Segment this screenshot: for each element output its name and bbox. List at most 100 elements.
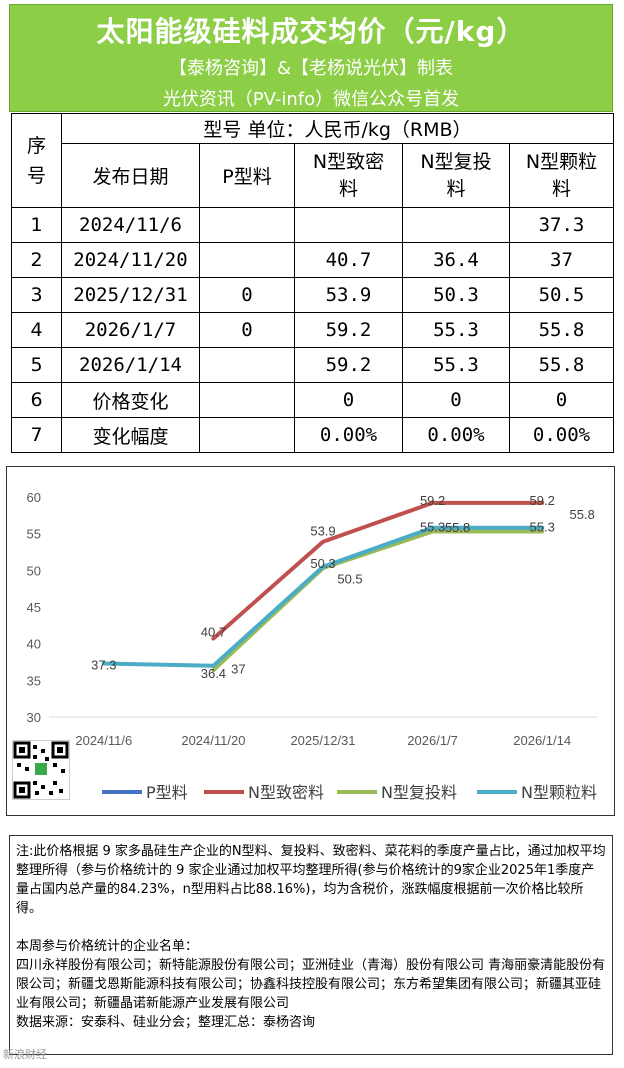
granular-cell: 0.00% bbox=[509, 417, 614, 453]
report-title: 太阳能级硅料成交均价（元/kg） bbox=[96, 15, 526, 48]
granular-cell: 0 bbox=[509, 382, 614, 418]
x-tick-label: 2025/12/31 bbox=[290, 733, 355, 748]
granular-cell: 55.8 bbox=[509, 312, 614, 348]
y-tick-label: 35 bbox=[27, 673, 41, 688]
qr-code-icon bbox=[13, 741, 69, 799]
granular-cell: 55.8 bbox=[509, 347, 614, 383]
x-tick-label: 2026/1/7 bbox=[407, 733, 458, 748]
recast-cell: 50.3 bbox=[402, 277, 510, 313]
data-label: 55.3 bbox=[530, 519, 555, 534]
col-header-p: P型料 bbox=[199, 143, 295, 208]
dense-cell: 0.00% bbox=[294, 417, 403, 453]
legend-label: N型颗粒料 bbox=[521, 783, 597, 802]
legend-label: N型致密料 bbox=[248, 783, 324, 802]
data-label: 50.5 bbox=[337, 572, 362, 587]
recast-cell: 0 bbox=[402, 382, 510, 418]
dense-cell: 59.2 bbox=[294, 347, 403, 383]
data-label: 59.2 bbox=[530, 493, 555, 508]
seq-cell: 1 bbox=[11, 207, 62, 243]
watermark: 新浪财经 bbox=[3, 1048, 47, 1061]
granular-cell: 37.3 bbox=[509, 207, 614, 243]
chart-svg: 30 35 40 45 50 55 60 2024/11/6 2024/11/20 2025/12… bbox=[27, 490, 597, 802]
price-methodology-note: 注:此价格根据 9 家多晶硅生产企业的N型料、复投料、致密料、菜花料的季度产量占… bbox=[16, 844, 606, 916]
seq-cell: 7 bbox=[11, 417, 62, 453]
p-cell bbox=[199, 207, 295, 243]
p-cell bbox=[199, 347, 295, 383]
y-tick-label: 40 bbox=[27, 637, 41, 652]
date-cell: 2026/1/14 bbox=[61, 347, 200, 383]
x-tick-label: 2024/11/6 bbox=[75, 733, 132, 748]
dense-cell: 59.2 bbox=[294, 312, 403, 348]
data-label: 59.2 bbox=[420, 493, 445, 508]
data-label: 36.4 bbox=[201, 666, 226, 681]
date-cell: 2024/11/6 bbox=[61, 207, 200, 243]
col-header-n-granular: N型颗粒料 bbox=[509, 143, 614, 208]
seq-cell: 6 bbox=[11, 382, 62, 418]
date-cell: 2025/12/31 bbox=[61, 277, 200, 313]
price-line-chart: 30 35 40 45 50 55 60 2024/11/6 2024/11/20 2025/12… bbox=[6, 466, 615, 816]
recast-cell bbox=[402, 207, 510, 243]
seq-cell: 4 bbox=[11, 312, 62, 348]
p-cell: 0 bbox=[199, 312, 295, 348]
date-cell: 变化幅度 bbox=[61, 417, 200, 453]
report-header: 太阳能级硅料成交均价（元/kg） 【泰杨咨询】&【老杨说光伏】制表 光伏资讯（P… bbox=[9, 4, 613, 112]
dense-cell: 40.7 bbox=[294, 242, 403, 278]
p-cell bbox=[199, 242, 295, 278]
table-row: 6 价格变化 0 0 0 bbox=[11, 382, 614, 418]
data-label: 55.8 bbox=[570, 507, 595, 522]
recast-cell: 36.4 bbox=[402, 242, 510, 278]
y-tick-label: 60 bbox=[27, 490, 41, 505]
data-label: 37 bbox=[231, 662, 245, 677]
data-label: 50.3 bbox=[310, 556, 335, 571]
p-cell: 0 bbox=[199, 277, 295, 313]
series-line-3 bbox=[101, 525, 545, 668]
date-cell: 2024/11/20 bbox=[61, 242, 200, 278]
dense-cell: 0 bbox=[294, 382, 403, 418]
table-row: 7 变化幅度 0.00% 0.00% 0.00% bbox=[11, 417, 614, 453]
data-label: 55.3 bbox=[420, 519, 445, 534]
granular-cell: 50.5 bbox=[509, 277, 614, 313]
legend-label: N型复投料 bbox=[381, 783, 457, 802]
date-cell: 2026/1/7 bbox=[61, 312, 200, 348]
seq-cell: 2 bbox=[11, 242, 62, 278]
col-header-n-dense: N型致密料 bbox=[294, 143, 403, 208]
series-line-2 bbox=[211, 529, 545, 673]
seq-cell: 5 bbox=[11, 347, 62, 383]
recast-cell: 55.3 bbox=[402, 347, 510, 383]
granular-cell: 37 bbox=[509, 242, 614, 278]
recast-cell: 0.00% bbox=[402, 417, 510, 453]
notes-panel: 注:此价格根据 9 家多晶硅生产企业的N型料、复投料、致密料、菜花料的季度产量占… bbox=[9, 835, 613, 1055]
col-header-date: 发布日期 bbox=[61, 143, 200, 208]
table-row: 1 2024/11/6 37.3 bbox=[11, 207, 614, 243]
table-row: 2 2024/11/20 40.7 36.4 37 bbox=[11, 242, 614, 278]
qr-code bbox=[12, 740, 70, 800]
date-cell: 价格变化 bbox=[61, 382, 200, 418]
data-label: 37.3 bbox=[91, 657, 116, 672]
y-tick-label: 30 bbox=[27, 710, 41, 725]
table-row: 4 2026/1/7 0 59.2 55.3 55.8 bbox=[11, 312, 614, 348]
y-tick-label: 45 bbox=[27, 600, 41, 615]
recast-cell: 55.3 bbox=[402, 312, 510, 348]
data-label: 40.7 bbox=[201, 625, 226, 640]
col-header-n-recast: N型复投料 bbox=[402, 143, 510, 208]
dense-cell bbox=[294, 207, 403, 243]
table-row: 5 2026/1/14 59.2 55.3 55.8 bbox=[11, 347, 614, 383]
x-tick-label: 2026/1/14 bbox=[513, 733, 571, 748]
company-list: 四川永祥股份有限公司；新特能源股份有限公司；亚洲硅业（青海）股份有限公司 青海丽… bbox=[16, 958, 606, 1011]
price-table: 序号 型号 单位：人民币/kg（RMB） 发布日期 P型料 N型致密料 N型复投… bbox=[11, 113, 614, 453]
p-cell bbox=[199, 417, 295, 453]
y-tick-label: 55 bbox=[27, 527, 41, 542]
model-unit-header: 型号 单位：人民币/kg（RMB） bbox=[61, 113, 614, 144]
seq-header: 序号 bbox=[11, 113, 62, 208]
report-subtitle-source: 光伏资讯（PV-info）微信公众号首发 bbox=[162, 89, 460, 110]
legend-label: P型料 bbox=[146, 783, 188, 802]
report-subtitle-publisher: 【泰杨咨询】&【老杨说光伏】制表 bbox=[168, 58, 454, 79]
y-tick-label: 50 bbox=[27, 563, 41, 578]
series-line-1 bbox=[211, 500, 545, 641]
p-cell bbox=[199, 382, 295, 418]
seq-cell: 3 bbox=[11, 277, 62, 313]
table-row: 3 2025/12/31 0 53.9 50.3 50.5 bbox=[11, 277, 614, 313]
data-label: 55.8 bbox=[445, 520, 470, 535]
x-tick-label: 2024/11/20 bbox=[181, 733, 245, 748]
dense-cell: 53.9 bbox=[294, 277, 403, 313]
